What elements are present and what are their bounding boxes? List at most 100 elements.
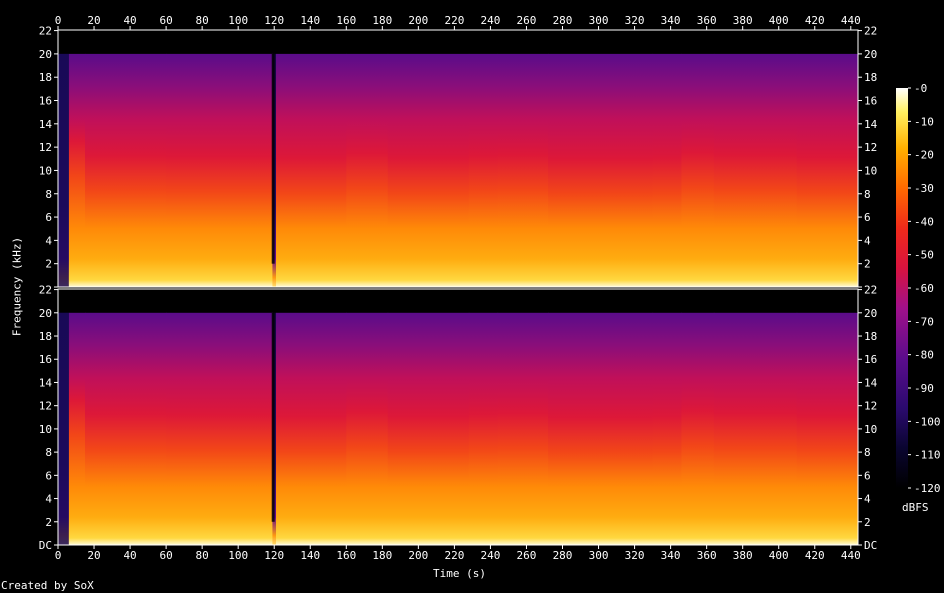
spectrum-segment <box>166 312 273 545</box>
y-tick-label: 12 <box>864 141 877 154</box>
spectrum-segment <box>548 53 654 287</box>
y-tick-label: 4 <box>45 493 52 506</box>
x-tick-label: 400 <box>769 549 789 562</box>
x-tick-label: 200 <box>408 14 428 27</box>
x-tick-label: 240 <box>480 549 500 562</box>
y-tick-label: 12 <box>864 400 877 413</box>
intro-fade <box>58 53 69 287</box>
x-tick-label: 100 <box>228 549 248 562</box>
spectrum-segment <box>796 53 859 287</box>
x-tick-label: 120 <box>264 549 284 562</box>
x-tick-label: 40 <box>123 549 136 562</box>
x-tick-label: 140 <box>300 549 320 562</box>
y-tick-label: 8 <box>45 188 52 201</box>
y-tick-label: 22 <box>39 284 52 297</box>
y-tick-label: 10 <box>39 423 52 436</box>
y-tick-label: 18 <box>39 71 52 84</box>
colorbar-tick-label: -100 <box>914 415 941 428</box>
x-tick-label: 260 <box>517 549 537 562</box>
x-tick-label: 440 <box>841 549 861 562</box>
y-tick-label: 22 <box>864 25 877 38</box>
colorbar-tick-label: -50 <box>914 249 934 262</box>
x-axis-label: Time (s) <box>433 567 486 580</box>
x-tick-label: 400 <box>769 14 789 27</box>
y-tick-label: 18 <box>864 330 877 343</box>
x-tick-label: 180 <box>372 549 392 562</box>
spectrum-segment <box>166 53 273 287</box>
y-tick-label: 4 <box>864 493 871 506</box>
x-tick-label: 160 <box>336 549 356 562</box>
spectrum-segment <box>713 312 798 545</box>
colorbar-tick-label: -60 <box>914 282 934 295</box>
y-tick-label: 14 <box>864 118 878 131</box>
x-tick-label: 80 <box>196 549 209 562</box>
x-tick-label: 420 <box>805 14 825 27</box>
y-tick-label: DC <box>39 539 52 552</box>
x-tick-label: 40 <box>123 14 136 27</box>
y-axis-label: Frequency (kHz) <box>10 236 24 337</box>
spectrum-segment <box>68 53 86 287</box>
y-tick-label: 10 <box>39 164 52 177</box>
x-tick-label: 380 <box>733 14 753 27</box>
colorbar-tick-label: -110 <box>914 449 941 462</box>
y-tick-label: 2 <box>45 516 52 529</box>
x-tick-label: 20 <box>87 14 100 27</box>
y-tick-label: 18 <box>39 330 52 343</box>
colorbar-tick-label: -80 <box>914 349 934 362</box>
spectrum-segment <box>681 53 715 287</box>
y-tick-label: 12 <box>39 400 52 413</box>
y-tick-label: 16 <box>864 353 877 366</box>
x-tick-label: 280 <box>553 14 573 27</box>
y-tick-label: 16 <box>39 95 52 108</box>
spectrum-segment <box>468 53 499 287</box>
y-tick-label: 16 <box>39 353 52 366</box>
spectrum-segment <box>346 312 389 545</box>
footer-credit: Created by SoX <box>1 579 94 592</box>
spectrum-segment <box>387 53 470 287</box>
x-tick-label: 220 <box>444 549 464 562</box>
colorbar-tick-label: -0 <box>914 82 927 95</box>
x-tick-label: 360 <box>697 549 717 562</box>
x-tick-label: 140 <box>300 14 320 27</box>
colorbar-tick-label: -30 <box>914 182 934 195</box>
silence-gap <box>271 53 275 264</box>
spectrum-segment <box>85 312 167 545</box>
spectrum-segment <box>681 312 715 545</box>
colorbar-tick-label: -20 <box>914 149 934 162</box>
x-tick-label: 0 <box>55 549 62 562</box>
x-tick-label: 380 <box>733 549 753 562</box>
spectrum-segment <box>68 312 86 545</box>
y-tick-label: 4 <box>45 234 52 247</box>
channel-1-frame <box>57 29 859 288</box>
y-tick-label: 18 <box>864 71 877 84</box>
y-tick-label: 2 <box>864 516 871 529</box>
x-tick-label: 80 <box>196 14 209 27</box>
channel-2-frame <box>57 288 859 546</box>
x-tick-label: 440 <box>841 14 861 27</box>
colorbar-tick-label: -90 <box>914 382 934 395</box>
y-tick-label: 16 <box>864 95 877 108</box>
x-tick-label: 180 <box>372 14 392 27</box>
x-tick-label: 20 <box>87 549 100 562</box>
spectrum-segment <box>387 312 470 545</box>
x-tick-label: 260 <box>517 14 537 27</box>
y-tick-label: 22 <box>864 284 877 297</box>
x-tick-label: 240 <box>480 14 500 27</box>
intro-fade <box>58 312 69 545</box>
spectrum-segment <box>497 53 549 287</box>
y-tick-label: 2 <box>45 258 52 271</box>
y-tick-label: DC <box>864 539 877 552</box>
x-tick-label: 300 <box>589 549 609 562</box>
x-tick-label: 340 <box>661 14 681 27</box>
x-tick-label: 60 <box>159 549 172 562</box>
colorbar-tick-label: -70 <box>914 315 934 328</box>
x-tick-label: 320 <box>625 14 645 27</box>
y-tick-label: 10 <box>864 423 877 436</box>
y-tick-label: 10 <box>864 164 877 177</box>
colorbar <box>896 88 908 488</box>
spectrum-segment <box>497 312 549 545</box>
x-tick-label: 220 <box>444 14 464 27</box>
x-tick-label: 360 <box>697 14 717 27</box>
x-tick-label: 420 <box>805 549 825 562</box>
